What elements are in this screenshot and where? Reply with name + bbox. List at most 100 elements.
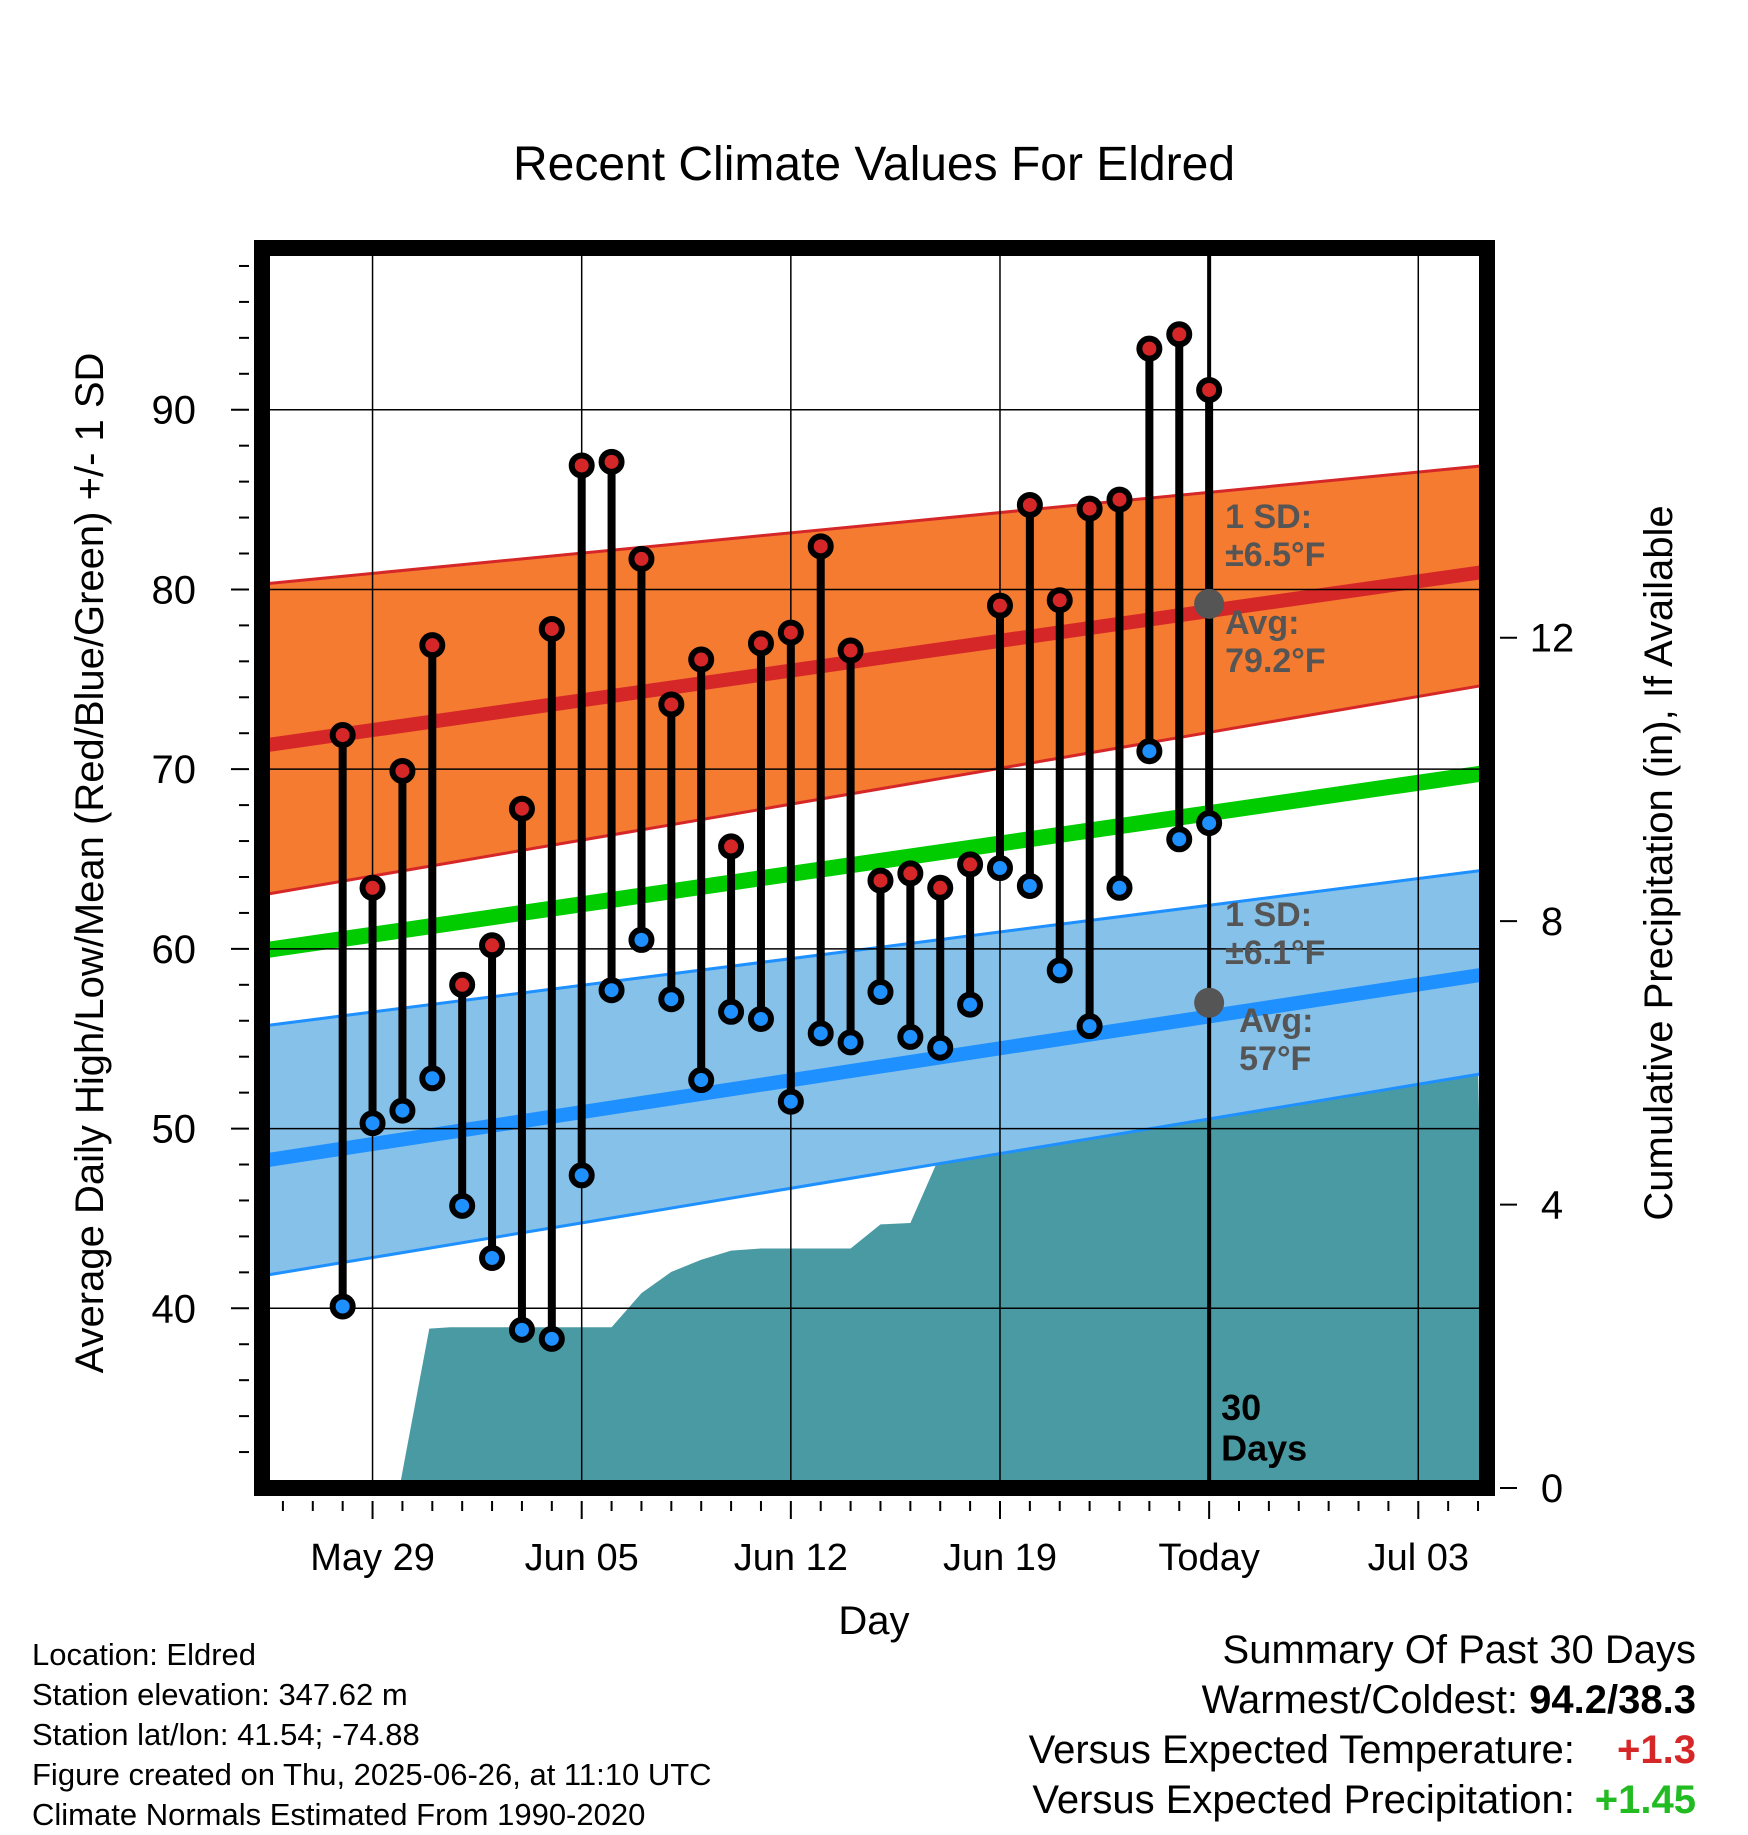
low-point	[419, 1065, 446, 1092]
low-point	[389, 1097, 416, 1124]
precip-label: Versus Expected Precipitation:	[1032, 1778, 1575, 1822]
low-point	[688, 1067, 715, 1094]
low-point	[538, 1325, 565, 1352]
y-tick-label: 90	[152, 389, 197, 433]
low-point	[1196, 810, 1223, 837]
low-point	[598, 977, 625, 1004]
high-point	[479, 932, 506, 959]
summary-precip: Versus Expected Precipitation: +1.45	[1029, 1775, 1696, 1825]
low-point	[329, 1293, 356, 1320]
high-point	[867, 867, 894, 894]
high-point	[807, 533, 834, 560]
today-low-avg-marker	[1194, 987, 1225, 1018]
temp-label: Versus Expected Temperature:	[1028, 1728, 1575, 1772]
high-point	[718, 833, 745, 860]
low-point	[867, 979, 894, 1005]
high-point	[419, 632, 446, 659]
low-point	[359, 1110, 386, 1137]
low-point	[718, 998, 745, 1025]
low-point	[479, 1244, 506, 1271]
high-point	[1076, 495, 1103, 522]
low-point	[1136, 738, 1163, 765]
mean-average-line	[260, 764, 1489, 959]
location-text: Location: Eldred	[32, 1637, 257, 1672]
high-point	[927, 874, 954, 901]
high-point	[598, 448, 625, 475]
low-point	[1016, 872, 1043, 899]
high-point	[747, 630, 774, 657]
low-point	[897, 1023, 924, 1050]
high-point	[1106, 486, 1133, 513]
latlon-text: Station lat/lon: 41.54; -74.88	[32, 1717, 420, 1752]
low-point	[927, 1034, 954, 1061]
chart-title: Recent Climate Values For Eldred	[513, 138, 1235, 191]
high-average-line	[261, 564, 1488, 753]
high-point	[1196, 376, 1223, 403]
y2-tick-label: 8	[1541, 900, 1563, 944]
warm-cold-value: 94.2/38.3	[1529, 1678, 1696, 1722]
low-point	[1106, 874, 1133, 901]
y-tick-label: 50	[152, 1108, 197, 1152]
high-point	[449, 971, 476, 998]
elevation-text: Station elevation: 347.62 m	[32, 1677, 408, 1712]
low-point	[747, 1005, 774, 1032]
low-point	[1046, 957, 1073, 984]
y-tick-label: 40	[152, 1287, 197, 1331]
summary-title: Summary Of Past 30 Days	[1222, 1628, 1696, 1672]
high-point	[329, 722, 356, 749]
summary-warm-cold: Warmest/Coldest: 94.2/38.3	[1029, 1675, 1696, 1725]
precip-value: +1.45	[1594, 1778, 1696, 1822]
high-sd-upper-edge	[261, 463, 1488, 586]
low-sd-lower-edge	[261, 1071, 1488, 1278]
high-point	[957, 851, 984, 878]
precipitation-area	[399, 1065, 1487, 1488]
low-point	[508, 1316, 535, 1343]
high-point	[897, 860, 924, 887]
low-point	[1166, 826, 1193, 853]
x-tick-label: Jun 05	[525, 1537, 639, 1579]
high-point	[568, 452, 595, 479]
high-sd-annotation: 1 SD: ±6.5°F	[1225, 498, 1325, 574]
low-point	[986, 855, 1013, 881]
low-point	[957, 991, 984, 1018]
low-point	[777, 1088, 804, 1115]
plot-border	[254, 240, 1495, 1496]
low-point	[837, 1029, 864, 1056]
x-tick-label: Today	[1158, 1537, 1259, 1579]
low-point	[449, 1192, 476, 1219]
high-point	[1016, 491, 1043, 518]
low-point	[658, 986, 685, 1013]
y-tick-label: 80	[152, 568, 197, 612]
y-tick-label: 70	[152, 748, 197, 792]
temp-value: +1.3	[1617, 1728, 1696, 1772]
high-point	[359, 874, 386, 901]
y2-tick-label: 0	[1541, 1467, 1563, 1511]
y2-axis-label: Cumulative Precipitation (in), If Availa…	[1637, 505, 1681, 1220]
high-point	[688, 646, 715, 673]
high-point	[538, 615, 565, 642]
low-point	[807, 1020, 834, 1047]
y2-tick-label: 12	[1530, 617, 1575, 661]
high-point	[658, 691, 685, 718]
high-sd-lower-edge	[261, 683, 1488, 897]
high-point	[1136, 335, 1163, 362]
high-point	[1166, 321, 1193, 348]
low-point	[1076, 1013, 1103, 1040]
high-point	[986, 592, 1013, 619]
x-tick-label: Jun 19	[943, 1537, 1057, 1579]
y-axis-label: Average Daily High/Low/Mean (Red/Blue/Gr…	[68, 353, 112, 1374]
created-text: Figure created on Thu, 2025-06-26, at 11…	[32, 1757, 712, 1792]
normals-text: Climate Normals Estimated From 1990-2020	[32, 1797, 646, 1832]
high-point	[389, 757, 416, 784]
x-axis-label: Day	[838, 1599, 909, 1643]
high-avg-annotation: Avg: 79.2°F	[1225, 604, 1326, 680]
station-info: Location: Eldred Station elevation: 347.…	[32, 1635, 712, 1835]
y2-tick-label: 4	[1541, 1184, 1563, 1228]
warm-cold-label: Warmest/Coldest:	[1201, 1678, 1519, 1722]
high-point	[1046, 587, 1073, 614]
low-avg-annotation: Avg: 57°F	[1239, 1002, 1313, 1078]
high-point	[628, 545, 655, 572]
x-tick-label: Jul 03	[1368, 1537, 1469, 1579]
y-tick-label: 60	[152, 928, 197, 972]
